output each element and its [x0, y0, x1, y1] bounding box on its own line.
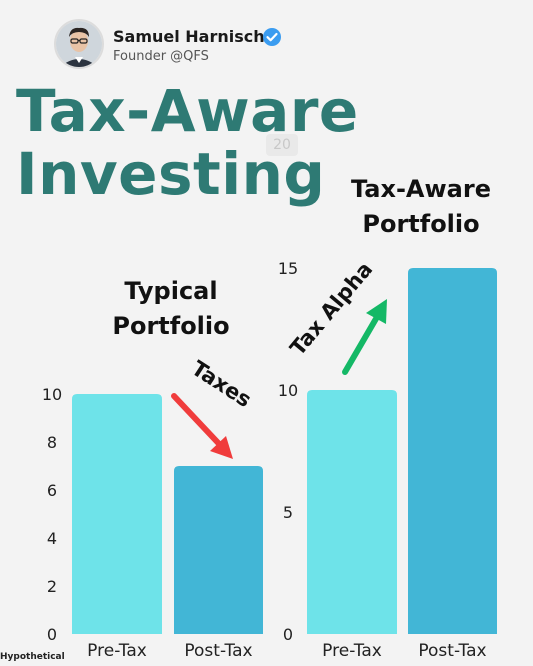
verified-badge-icon — [263, 28, 281, 46]
headline-line-1: Tax-Aware — [16, 77, 359, 145]
author-name[interactable]: Samuel Harnisch — [113, 27, 265, 46]
tax-aware-bar-post-tax — [408, 268, 497, 634]
typical-bar-post-tax — [174, 466, 263, 634]
typical-y-tick-label: 0 — [47, 625, 57, 644]
tax-aware-x-tick-label: Pre-Tax — [322, 641, 382, 661]
chart-title-tax-aware: Tax-Aware Portfolio — [326, 172, 516, 242]
typical-y-tick-label: 8 — [47, 433, 57, 452]
tax-aware-y-tick-label: 10 — [278, 381, 298, 400]
tax-aware-x-tick-label: Post-Tax — [418, 641, 486, 661]
chart-title-typical: Typical Portfolio — [88, 274, 254, 344]
faint-label: 20 — [266, 134, 298, 156]
typical-y-tick-label: 6 — [47, 481, 57, 500]
tax-aware-bar-pre-tax — [307, 390, 397, 634]
chart-typical-portfolio: 0 2 4 6 8 10 Pre-Tax Post-Tax — [42, 385, 263, 661]
avatar[interactable] — [54, 19, 104, 69]
chart-tax-aware-portfolio: 0 5 10 15 Pre-Tax Post-Tax — [278, 259, 497, 661]
annotation-taxes: Taxes — [187, 356, 255, 412]
typical-x-tick-label: Post-Tax — [184, 641, 252, 661]
tax-alpha-arrow-icon — [342, 299, 387, 375]
tax-aware-y-tick-label: 0 — [283, 625, 293, 644]
tax-aware-y-tick-label: 5 — [283, 503, 293, 522]
chart-title-tax-aware-line-1: Tax-Aware — [351, 175, 491, 203]
chart-title-typical-line-1: Typical — [124, 277, 218, 305]
typical-bar-pre-tax — [72, 394, 162, 634]
chart-title-typical-line-2: Portfolio — [112, 311, 230, 340]
taxes-arrow-icon — [171, 393, 233, 459]
typical-x-tick-label: Pre-Tax — [87, 641, 147, 661]
footnote: Hypothetical — [0, 652, 65, 662]
chart-title-tax-aware-line-2: Portfolio — [362, 209, 480, 238]
typical-y-tick-label: 10 — [42, 385, 62, 404]
author-card: Samuel Harnisch Founder @QFS — [54, 19, 354, 73]
typical-y-tick-label: 2 — [47, 577, 57, 596]
author-handle: Founder @QFS — [113, 49, 209, 64]
tax-aware-y-tick-label: 15 — [278, 259, 298, 278]
typical-y-tick-label: 4 — [47, 529, 57, 548]
